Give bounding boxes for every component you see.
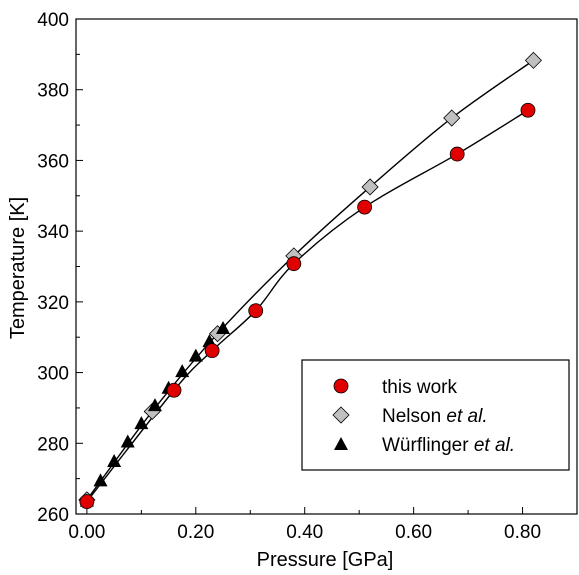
x-axis-label: Pressure [GPa] <box>257 549 394 571</box>
wurflinger-point <box>93 473 108 487</box>
x-tick-label: 0.20 <box>177 522 214 543</box>
y-tick-label: 300 <box>37 364 69 385</box>
legend-label-wurflinger: Würflinger et al. <box>382 435 515 456</box>
this-work-point <box>248 303 264 319</box>
x-tick-label: 0.60 <box>395 522 432 543</box>
y-tick-label: 340 <box>37 222 69 243</box>
wurflinger-point <box>134 416 149 430</box>
legend-entry-this-work: this work <box>333 377 457 398</box>
legend-marker-circle <box>333 378 349 394</box>
x-tick-label: 0.00 <box>68 522 105 543</box>
legend-entry-nelson: Nelson et al. <box>332 406 488 427</box>
nelson-point <box>524 51 543 69</box>
x-axis-ticks: 0.00 0.20 0.40 0.60 0.80 <box>68 507 578 543</box>
nelson-point <box>443 109 461 127</box>
legend-marker-diamond <box>332 406 350 424</box>
wurflinger-point <box>216 321 231 335</box>
this-work-point <box>520 102 536 118</box>
x-tick-label: 0.40 <box>286 522 323 543</box>
y-axis-label: Temperature [K] <box>7 197 29 339</box>
legend-marker-triangle <box>334 437 348 450</box>
plot-frame <box>75 18 578 515</box>
y-tick-label: 380 <box>37 81 69 102</box>
this-work-point <box>286 256 302 272</box>
legend-entry-wurflinger: Würflinger et al. <box>334 435 515 456</box>
x-tick-label: 0.80 <box>504 522 541 543</box>
legend: this work Nelson et al. Würflinger et al… <box>301 359 570 471</box>
this-work-point <box>166 382 182 398</box>
legend-label-this-work: this work <box>382 377 457 398</box>
wurflinger-point <box>147 398 162 412</box>
y-tick-label: 280 <box>37 434 69 455</box>
wurflinger-point <box>175 364 190 378</box>
y-tick-label: 320 <box>37 293 69 314</box>
wurflinger-point <box>188 348 203 362</box>
y-tick-label: 360 <box>37 151 69 172</box>
y-tick-label: 260 <box>37 505 69 526</box>
legend-label-nelson: Nelson et al. <box>382 406 488 427</box>
wurflinger-point <box>120 434 135 448</box>
y-axis-ticks: 260 280 300 320 340 360 380 400 <box>37 10 83 526</box>
nelson-point <box>361 178 379 196</box>
this-work-point <box>204 343 220 359</box>
this-work-point <box>357 199 373 215</box>
wurflinger-point <box>107 453 122 467</box>
this-work-point <box>79 494 95 510</box>
data-markers <box>78 51 543 510</box>
this-work-point <box>449 146 465 162</box>
y-tick-label: 400 <box>37 10 69 31</box>
